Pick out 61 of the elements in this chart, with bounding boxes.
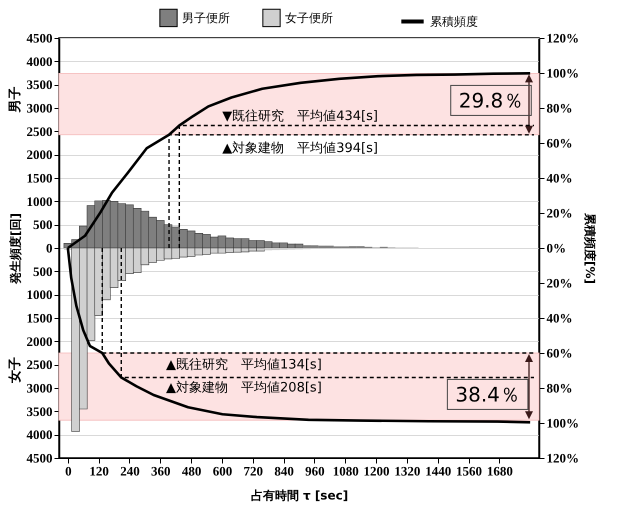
y2-axis-title: 累積頻度[%] (583, 212, 597, 284)
x-tick-label: 1080 (332, 464, 359, 478)
y-tick-label: 1500 (26, 170, 52, 186)
x-tick-label: 0 (65, 464, 72, 478)
y2-tick-label: 20% (546, 206, 572, 220)
x-tick-label: 1200 (364, 464, 390, 478)
y-tick-label: 500 (33, 264, 52, 279)
annotation: ▲対象建物 平均値394[s] (222, 140, 378, 156)
y-axis-title: 発生頻度[回] (8, 213, 22, 285)
y-tick-label: 4000 (26, 427, 52, 442)
x-tick-label: 600 (212, 464, 232, 478)
annotation: ▲既往研究 平均値134[s] (166, 357, 322, 372)
y-tick-label: 3000 (26, 100, 52, 116)
text: 男子 (8, 86, 23, 114)
y2-tick-label: 40% (546, 170, 572, 186)
annotation: ▲対象建物 平均値208[s] (166, 379, 322, 396)
y-tick-label: 2000 (26, 334, 52, 349)
y2-tick-label: 80% (546, 100, 572, 116)
x-tick-label: 960 (305, 464, 325, 478)
x-tick-label: 1560 (456, 464, 482, 478)
x-tick-label: 120 (89, 464, 109, 478)
y-tick-label: 3500 (26, 404, 52, 419)
x-tick-label: 1440 (425, 464, 452, 478)
y-tick-label: 1000 (26, 194, 52, 209)
y-tick-label: 0 (46, 240, 52, 256)
y-tick-label: 1000 (26, 287, 52, 302)
text: 女子 (8, 356, 23, 384)
x-tick-label: 840 (274, 464, 294, 478)
y2-tick-label: 40% (546, 310, 572, 326)
y-tick-label: 2500 (26, 124, 52, 139)
y2-tick-label: 120% (546, 30, 579, 46)
y-tick-label: 3500 (26, 77, 52, 92)
y-tick-label: 4000 (26, 54, 52, 69)
y-tick-label: 1500 (26, 310, 52, 326)
legend-label: 女子便所 (285, 10, 333, 25)
y2-tick-label: 0% (546, 240, 566, 256)
y2-tick-label: 80% (546, 380, 572, 396)
x-tick-label: 1680 (486, 464, 513, 478)
y2-tick-label: 20% (546, 276, 572, 290)
y-tick-label: 2500 (26, 357, 52, 372)
y2-tick-label: 60% (546, 346, 572, 360)
x-tick-label: 240 (120, 464, 140, 478)
legend-label: 累積頻度 (430, 14, 478, 28)
annotation: ▼既往研究 平均値434[s] (222, 109, 378, 124)
y-tick-label: 500 (33, 217, 52, 232)
annotation: 29.8％ (458, 88, 524, 112)
y-tick-label: 3000 (26, 380, 52, 396)
y2-tick-label: 100% (546, 416, 579, 430)
y-tick-label: 4500 (26, 30, 52, 46)
annotation: 38.4％ (455, 382, 520, 406)
x-tick-label: 720 (244, 464, 264, 478)
y-tick-label: 4500 (26, 450, 52, 466)
y-tick-label: 2000 (26, 147, 52, 162)
x-tick-label: 1320 (394, 464, 420, 478)
x-tick-label: 360 (151, 464, 171, 478)
y2-tick-label: 60% (546, 136, 572, 150)
x-tick-label: 480 (182, 464, 202, 478)
y2-tick-label: 120% (546, 450, 579, 466)
y2-tick-label: 100% (546, 66, 579, 80)
legend-label: 男子便所 (182, 10, 230, 25)
x-axis-title: 占有時間 τ [sec] (250, 488, 348, 502)
